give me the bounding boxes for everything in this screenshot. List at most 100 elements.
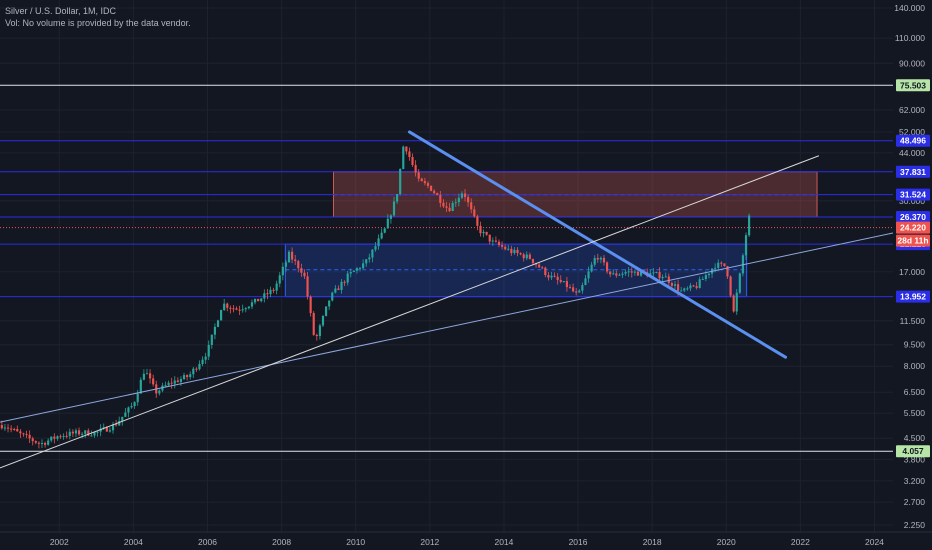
candle-body	[90, 435, 93, 437]
candle-body	[232, 308, 235, 310]
candle-body	[436, 193, 439, 196]
candle-body	[627, 271, 630, 273]
candle-body	[491, 240, 494, 242]
candle-body	[294, 259, 297, 262]
candle-body	[284, 262, 288, 267]
price-tick-label: 90.000	[899, 58, 925, 68]
candle-body	[87, 430, 90, 436]
candle-body	[399, 168, 402, 195]
candle-body	[213, 326, 216, 335]
candle-body	[504, 246, 507, 250]
candle-body	[590, 264, 593, 272]
candle-body	[244, 308, 247, 310]
candle-body	[639, 270, 643, 276]
candle-body	[40, 443, 44, 445]
candle-body	[34, 441, 37, 443]
candle-body	[136, 393, 139, 403]
candle-body	[442, 202, 445, 207]
candle-body	[50, 436, 53, 441]
candle-body	[198, 363, 201, 370]
candle-body	[686, 288, 689, 290]
candle-body	[680, 290, 683, 292]
candle-body	[476, 216, 479, 226]
level-price-tag-label: 48.496	[900, 136, 926, 146]
candle-body	[584, 278, 587, 286]
candle-body	[602, 257, 606, 263]
time-tick-label: 2016	[569, 537, 588, 547]
candle-body	[531, 258, 535, 264]
level-price-tag-label: 26.370	[900, 212, 926, 222]
candle-body	[714, 267, 717, 269]
candle-body	[108, 430, 112, 432]
candle-body	[726, 266, 729, 277]
candle-body	[457, 197, 460, 203]
candle-body	[337, 288, 340, 290]
level-price-tag	[896, 134, 930, 147]
candle-body	[538, 264, 541, 268]
candle-body	[655, 271, 658, 273]
candle-body	[405, 146, 408, 152]
time-tick-label: 2004	[124, 537, 143, 547]
candle-body	[612, 273, 615, 275]
candle-body	[96, 431, 99, 433]
candle-body	[349, 271, 352, 274]
candle-body	[658, 271, 661, 279]
candle-body	[260, 298, 263, 302]
candle-body	[664, 276, 667, 278]
bar-countdown-tag-label: 28d 11h	[897, 236, 928, 246]
candle-body	[158, 390, 161, 394]
candle-body	[439, 195, 442, 203]
candle-body	[423, 181, 426, 184]
candle-body	[661, 276, 664, 279]
candle-body	[352, 270, 355, 272]
time-axis[interactable]: 2002 2004 2006 2008 2010 2012 2014 2016 2018 2020…	[50, 537, 884, 547]
candle-body	[575, 291, 578, 293]
candle-body	[362, 263, 365, 269]
candle-body	[127, 407, 130, 413]
candle-body	[605, 262, 609, 272]
candle-body	[513, 249, 516, 254]
candle-body	[615, 273, 618, 276]
price-tick-label: 140.000	[894, 3, 925, 13]
candle-body	[445, 206, 448, 208]
time-tick-label: 2012	[420, 537, 439, 547]
candle-body	[704, 275, 707, 279]
level-price-tag	[896, 165, 930, 178]
candle-body	[121, 416, 124, 422]
candle-body	[748, 215, 751, 236]
price-axis[interactable]: 140.000 110.000 90.000 62.000 52.000 44.000 30…	[894, 3, 925, 530]
candle-body	[368, 257, 371, 260]
candle-body	[115, 424, 118, 426]
candle-body	[365, 259, 368, 264]
candle-body	[220, 310, 223, 321]
candle-body	[670, 282, 673, 286]
candle-body	[565, 281, 569, 288]
candle-body	[207, 344, 210, 357]
candle-body	[204, 356, 207, 360]
candle-body	[306, 276, 309, 297]
candle-body	[250, 302, 254, 307]
level-price-tag	[896, 79, 930, 92]
candle-body	[111, 424, 115, 431]
candle-body	[139, 379, 142, 394]
candle-body	[738, 273, 741, 293]
candle-body	[729, 276, 732, 296]
time-tick-label: 2014	[494, 537, 513, 547]
candle-body	[315, 334, 318, 337]
chart-grid	[0, 0, 893, 532]
candle-body	[142, 373, 145, 380]
price-tick-label: 11.500	[900, 316, 926, 326]
candle-body	[473, 209, 476, 217]
candle-body	[130, 406, 133, 408]
candle-body	[278, 275, 281, 284]
time-axis-bg	[0, 532, 932, 550]
candle-body	[402, 146, 405, 169]
candle-body	[19, 431, 22, 434]
candle-body	[0, 425, 3, 429]
candle-body	[241, 309, 244, 311]
candle-body	[624, 272, 627, 274]
price-tags: 75.50348.49637.83131.52426.37021.22013.9…	[896, 79, 930, 458]
candle-body	[118, 421, 121, 426]
candle-body	[636, 271, 640, 276]
